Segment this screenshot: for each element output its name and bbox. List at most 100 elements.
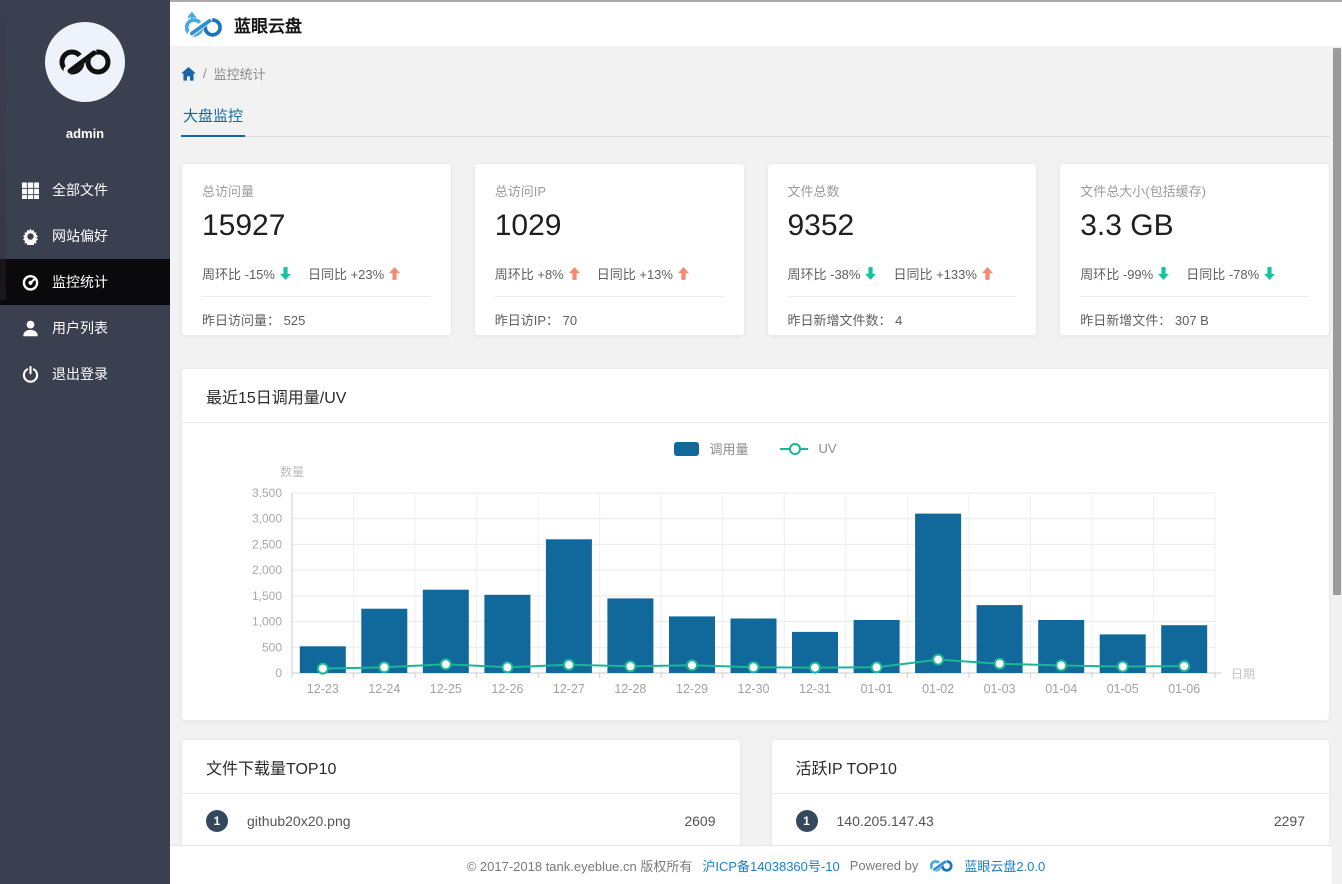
bar[interactable] [484,594,531,673]
svg-text:12-25: 12-25 [430,682,462,696]
sidebar-item-all-files[interactable]: 全部文件 [0,167,170,213]
svg-text:12-29: 12-29 [676,682,708,696]
stat-card-label: 总访问IP [494,184,547,199]
gear-icon [22,228,39,245]
tab-bar: 大盘监控 [181,105,1330,137]
sidebar-item-label: 退出登录 [52,366,108,382]
stat-card-value: 9352 [787,209,855,242]
uv-point[interactable] [1178,660,1191,673]
svg-text:1,500: 1,500 [252,589,282,603]
bar[interactable] [915,513,962,673]
list-panel-title: 文件下载量TOP10 [182,740,740,794]
user-icon [22,320,39,337]
stat-card-value: 1029 [494,209,562,242]
list-item[interactable]: 1 github20x20.png 2609 [182,794,740,849]
app-title: 蓝眼云盘 [234,16,302,36]
list-item-value: 2609 [684,813,716,829]
chart-canvas[interactable]: 0 500 1,000 1,500 2,000 2,500 3,000 3,500 数量 日期 12… [182,462,1329,706]
sidebar-item-site-pref[interactable]: 网站偏好 [0,213,170,259]
svg-text:12-27: 12-27 [553,682,585,696]
uv-point[interactable] [378,661,391,674]
stat-card: 总访问IP 1029 周环比 +8% 日同比 +13% 昨日访IP： 70 [473,163,745,336]
rank-badge: 1 [206,810,228,832]
uv-point[interactable] [1055,659,1068,672]
day-trend: 日同比 +13% [597,264,689,283]
svg-text:01-01: 01-01 [861,682,893,696]
grid-icon [22,182,39,199]
svg-text:12-30: 12-30 [738,682,770,696]
stat-card-footer: 昨日新增文件数： 4 [787,313,903,328]
svg-text:500: 500 [262,640,282,654]
svg-text:2,000: 2,000 [252,563,282,577]
list-item-name: github20x20.png [247,813,351,829]
svg-text:12-31: 12-31 [799,682,831,696]
stat-card-trends: 周环比 -99% 日同比 -78% [1080,264,1309,283]
scrollbar-thumb[interactable] [1333,48,1341,595]
scrollbar-track[interactable] [1332,46,1342,884]
svg-text:3,500: 3,500 [252,486,282,500]
up-arrow-icon [568,267,580,280]
stat-card-divider [202,296,431,297]
power-icon [22,365,39,383]
chart-legend[interactable]: 调用量 UV [182,439,1329,458]
sidebar-item-label: 全部文件 [52,182,108,198]
home-icon[interactable] [181,66,196,81]
stat-card: 总访问量 15927 周环比 -15% 日同比 +23% 昨日访问量： 525 [181,163,452,336]
down-arrow-icon [1264,267,1276,280]
page-content: / 监控统计 大盘监控 总访问量 15927 周环比 -15% 日同比 +23% 昨日访… [170,46,1342,884]
chart-panel-title: 最近15日调用量/UV [182,369,1329,423]
page-footer: © 2017-2018 tank.eyeblue.cn 版权所有 沪ICP备14… [170,845,1342,884]
sidebar-item-label: 监控统计 [52,274,108,290]
legend-bar-swatch[interactable] [674,441,700,456]
dashboard-icon [22,274,39,291]
footer-product-link[interactable]: 蓝眼云盘2.0.0 [964,858,1046,874]
legend-line-swatch[interactable] [780,442,809,455]
sidebar-item-logout[interactable]: 退出登录 [0,351,170,397]
footer-icp-link[interactable]: 沪ICP备14038360号-10 [702,858,840,874]
uv-point[interactable] [1116,660,1129,673]
top-header: 蓝眼云盘 [170,0,1342,46]
rank-badge: 1 [795,810,818,832]
sidebar-username: admin [65,126,105,141]
uv-point[interactable] [439,658,452,671]
list-item-value: 2297 [1273,813,1305,829]
bar[interactable] [545,539,592,673]
uv-point[interactable] [624,660,637,673]
uv-point[interactable] [993,657,1006,670]
sidebar-item-monitor[interactable]: 监控统计 [0,259,170,305]
day-trend: 日同比 -78% [1186,264,1276,283]
tab-dashboard-monitor[interactable]: 大盘监控 [181,105,246,137]
uv-point[interactable] [932,653,945,666]
uv-point[interactable] [747,661,760,674]
stat-card: 文件总数 9352 周环比 -38% 日同比 +133% 昨日新增文件数： 4 [766,163,1038,336]
uv-point[interactable] [870,661,883,674]
uv-point[interactable] [562,658,575,671]
down-arrow-icon [279,267,291,280]
svg-text:1,000: 1,000 [252,615,282,629]
week-trend: 周环比 -99% [1080,264,1170,283]
up-arrow-icon [389,267,401,280]
list-panel-title: 活跃IP TOP10 [771,740,1329,794]
stat-card-footer: 昨日访问量： 525 [202,313,306,328]
avatar[interactable] [45,22,125,102]
svg-text:01-02: 01-02 [922,682,954,696]
stat-card-footer: 昨日新增文件： 307 B [1080,313,1209,328]
breadcrumb-separator: / [203,66,207,81]
list-item[interactable]: 1 140.205.147.43 2297 [771,794,1329,849]
legend-line-label: UV [818,441,837,456]
app-logo-icon [184,11,222,37]
sidebar-item-label: 网站偏好 [52,228,108,244]
up-arrow-icon [677,267,689,280]
stat-card-divider [1080,296,1309,297]
uv-point[interactable] [316,662,329,675]
sidebar-item-user-list[interactable]: 用户列表 [0,305,170,351]
svg-text:12-26: 12-26 [491,682,523,696]
uv-point[interactable] [809,661,821,674]
stat-card-label: 文件总数 [787,184,840,199]
footer-copyright: © 2017-2018 tank.eyeblue.cn 版权所有 [466,858,693,874]
uv-point[interactable] [501,661,514,674]
uv-point[interactable] [686,659,698,672]
x-axis-name: 日期 [1231,667,1255,681]
